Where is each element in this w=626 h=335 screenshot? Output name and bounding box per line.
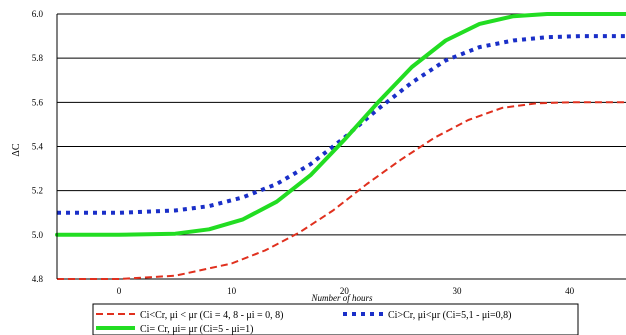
legend-label-series-2: Ci>Cr, μi<μr (Ci=5,1 - μi=0,8) bbox=[388, 310, 512, 321]
y-tick-label: 5.8 bbox=[32, 53, 44, 63]
series-line-1 bbox=[57, 101, 626, 280]
y-tick-label: 5.4 bbox=[32, 142, 44, 152]
legend-box bbox=[92, 303, 579, 335]
x-tick-label: 30 bbox=[452, 286, 462, 296]
x-tick-label: 20 bbox=[340, 286, 350, 296]
y-tick-label: 5.0 bbox=[32, 230, 44, 240]
y-tick-label: 5.6 bbox=[32, 97, 44, 107]
y-tick-labels: 4.8 5.0 5.2 5.4 5.6 5.8 6.0 bbox=[32, 9, 44, 284]
legend: Ci<Cr, μi < μr (Ci = 4, 8 - μi = 0, 8) C… bbox=[92, 303, 579, 335]
series-lines bbox=[55, 12, 626, 280]
series-line-3 bbox=[55, 12, 626, 237]
y-tick-label: 4.8 bbox=[32, 274, 44, 284]
x-tick-label: 40 bbox=[565, 286, 575, 296]
legend-label-series-1: Ci<Cr, μi < μr (Ci = 4, 8 - μi = 0, 8) bbox=[140, 310, 284, 321]
y-tick-label: 6.0 bbox=[32, 9, 44, 19]
legend-label-series-3: Ci= Cr, μi= μr (Ci=5 - μi=1) bbox=[140, 324, 254, 335]
x-tick-label: 0 bbox=[117, 286, 122, 296]
y-axis-label: ΔC bbox=[11, 143, 22, 156]
x-tick-labels: 0 10 20 30 40 bbox=[117, 286, 575, 296]
y-tick-label: 5.2 bbox=[32, 186, 43, 196]
x-axis-label: Number of hours bbox=[310, 293, 373, 303]
x-tick-label: 10 bbox=[227, 286, 237, 296]
